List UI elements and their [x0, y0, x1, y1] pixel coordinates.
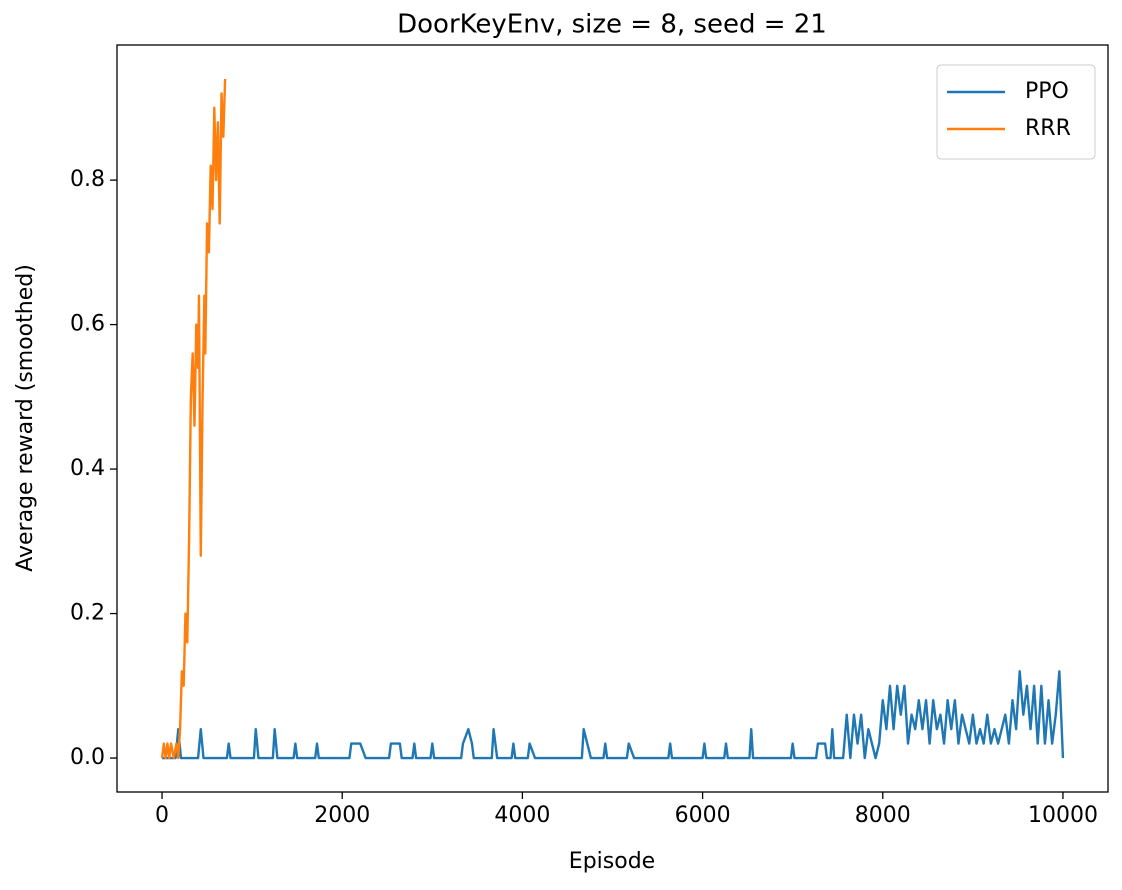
x-axis-label: Episode	[569, 849, 655, 874]
x-tick-label: 4000	[494, 803, 550, 828]
x-tick-label: 0	[155, 803, 169, 828]
y-tick-label: 0.4	[70, 456, 105, 481]
legend-label: PPO	[1025, 79, 1069, 104]
line-series	[160, 78, 227, 760]
x-tick-label: 2000	[314, 803, 370, 828]
legend-box	[936, 64, 1096, 160]
x-tick-label: 10000	[1028, 803, 1098, 828]
x-tick-label: 8000	[855, 803, 911, 828]
plot-frame	[116, 44, 1109, 793]
legend-label: RRR	[1025, 116, 1071, 141]
y-axis-label: Average reward (smoothed)	[13, 264, 38, 572]
x-tick-label: 6000	[675, 803, 731, 828]
y-tick-label: 0.8	[70, 167, 105, 192]
y-tick-label: 0.2	[70, 601, 105, 626]
y-tick-label: 0.0	[70, 745, 105, 770]
line-series	[162, 670, 1065, 760]
chart-title: DoorKeyEnv, size = 8, seed = 21	[397, 10, 827, 40]
y-tick-label: 0.6	[70, 312, 105, 337]
